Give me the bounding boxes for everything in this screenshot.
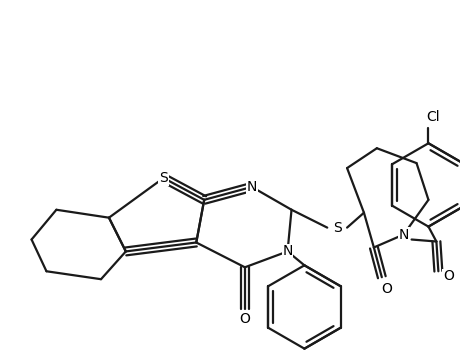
Text: S: S [159,171,168,185]
Text: N: N [398,227,409,242]
Text: N: N [247,180,257,194]
Text: Cl: Cl [426,110,440,125]
Text: O: O [239,312,250,326]
Text: O: O [381,282,392,296]
Text: N: N [282,245,293,258]
Text: S: S [333,221,341,235]
Text: O: O [443,269,454,283]
